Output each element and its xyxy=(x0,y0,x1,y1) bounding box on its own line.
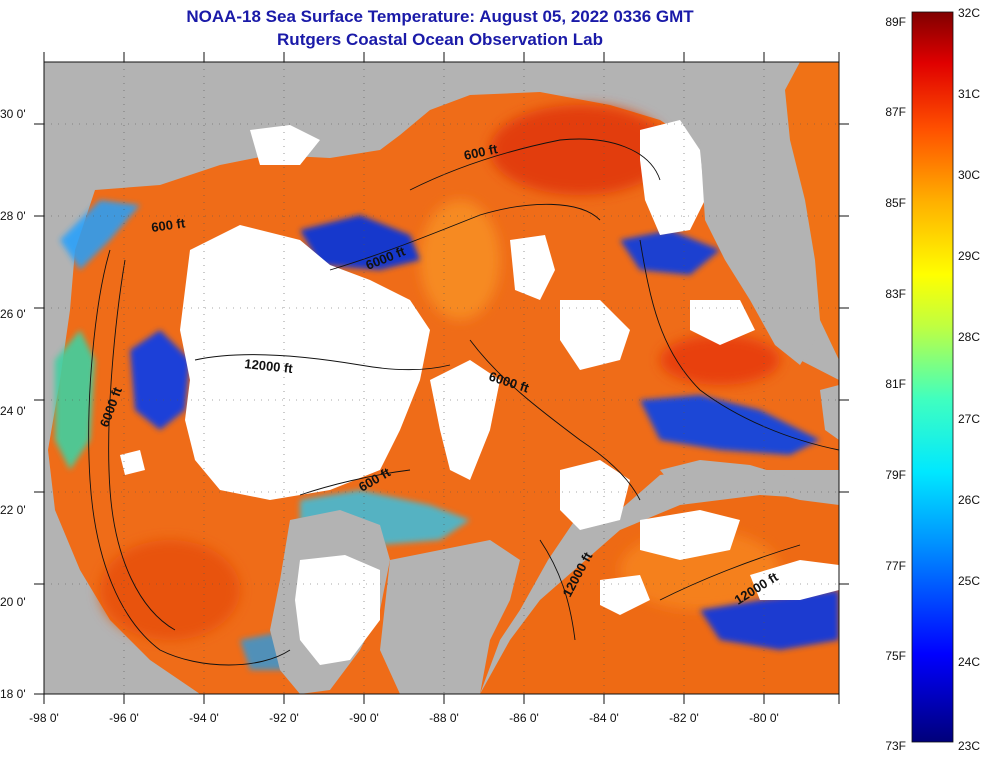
colorbar-c-label: 32C xyxy=(958,6,980,20)
cool-band xyxy=(60,200,140,270)
cloud-mask xyxy=(560,460,630,530)
contour-600ft xyxy=(409,138,661,191)
warm-patch xyxy=(490,105,670,195)
cloud-mask xyxy=(180,225,430,500)
cool-band xyxy=(130,330,190,430)
colorbar-c-label: 24C xyxy=(958,655,980,669)
lat-tick-label: 20 0' xyxy=(0,595,26,609)
contour-label: 12000 ft xyxy=(244,356,294,376)
colorbar-f-label: 75F xyxy=(885,649,906,663)
tick-marks xyxy=(34,52,849,704)
contour-12000ft xyxy=(194,354,451,370)
contour-600ft xyxy=(88,249,291,666)
lat-tick-label: 28 0' xyxy=(0,209,26,223)
contour-label: 600 ft xyxy=(463,141,500,163)
warm-patch xyxy=(100,540,240,640)
colorbar-c-label: 26C xyxy=(958,493,980,507)
contour-6000ft xyxy=(469,339,641,501)
colorbar-f-label: 77F xyxy=(885,559,906,573)
cool-band xyxy=(640,395,820,455)
cloud-mask xyxy=(250,125,320,165)
contour-12000ft xyxy=(539,539,576,641)
lat-tick-label: 30 0' xyxy=(0,107,26,121)
colorbar: 89F 87F 85F 83F 81F 79F 77F 75F 73F 32C … xyxy=(885,6,980,753)
cloud-mask xyxy=(120,450,145,475)
colorbar-f-label: 85F xyxy=(885,196,906,210)
warm-patch xyxy=(420,200,500,320)
cuba-land xyxy=(660,460,839,505)
colorbar-c-label: 29C xyxy=(958,249,980,263)
graticule xyxy=(44,62,839,694)
lon-tick-label: -92 0' xyxy=(269,711,299,725)
cloud-mask xyxy=(510,235,555,300)
lon-tick-label: -90 0' xyxy=(349,711,379,725)
colorbar-f-label: 73F xyxy=(885,739,906,753)
map-body: 600 ft 600 ft 6000 ft 12000 ft 6000 ft 6… xyxy=(44,62,839,694)
lon-tick-label: -84 0' xyxy=(589,711,619,725)
cloud-mask xyxy=(430,360,500,480)
lon-tick-label: -98 0' xyxy=(29,711,59,725)
contour-6000ft xyxy=(108,259,176,631)
cool-band xyxy=(700,590,839,650)
colorbar-f-label: 79F xyxy=(885,468,906,482)
colorbar-f-label: 89F xyxy=(885,15,906,29)
warm-patch xyxy=(660,335,780,385)
lat-tick-label: 26 0' xyxy=(0,307,26,321)
contour-6000ft xyxy=(329,203,601,271)
colorbar-c-label: 30C xyxy=(958,168,980,182)
lon-tick-label: -94 0' xyxy=(189,711,219,725)
colorbar-c-label: 27C xyxy=(958,412,980,426)
lon-tick-label: -88 0' xyxy=(429,711,459,725)
colorbar-f-label: 83F xyxy=(885,287,906,301)
central-america-land xyxy=(380,540,520,694)
lat-tick-label: 18 0' xyxy=(0,687,26,701)
cool-band xyxy=(620,230,720,275)
bahamas-land xyxy=(820,385,839,440)
lat-tick-label: 24 0' xyxy=(0,404,26,418)
atlantic-water xyxy=(785,62,839,360)
cloud-mask xyxy=(690,300,755,345)
contour-12000ft xyxy=(659,544,801,601)
florida-land xyxy=(700,140,815,365)
map-frame xyxy=(43,61,840,695)
contour-label: 600 ft xyxy=(150,215,186,235)
cloud-mask xyxy=(640,120,705,235)
lon-tick-label: -96 0' xyxy=(109,711,139,725)
colorbar-c-label: 23C xyxy=(958,739,980,753)
lon-tick-label: -86 0' xyxy=(509,711,539,725)
cool-band xyxy=(55,330,95,470)
contour-shelf xyxy=(639,239,839,451)
contour-600ft xyxy=(299,469,411,496)
colorbar-c-label: 28C xyxy=(958,330,980,344)
cloud-mask xyxy=(560,300,630,370)
colorbar-c-label: 31C xyxy=(958,87,980,101)
colorbar-c-label: 25C xyxy=(958,574,980,588)
cloud-mask xyxy=(295,555,380,665)
cloud-mask xyxy=(750,560,839,600)
lon-tick-label: -82 0' xyxy=(669,711,699,725)
map-title: NOAA-18 Sea Surface Temperature: August … xyxy=(186,7,694,26)
bathymetry-contours xyxy=(88,138,839,666)
cloud-mask xyxy=(640,510,740,560)
colorbar-gradient xyxy=(911,11,954,743)
colorbar-f-label: 87F xyxy=(885,105,906,119)
colorbar-f-label: 81F xyxy=(885,377,906,391)
lon-tick-label: -80 0' xyxy=(749,711,779,725)
cloud-mask xyxy=(600,575,650,615)
map-subtitle: Rutgers Coastal Ocean Observation Lab xyxy=(277,30,603,49)
lat-tick-label: 22 0' xyxy=(0,503,26,517)
cool-band xyxy=(300,215,420,270)
